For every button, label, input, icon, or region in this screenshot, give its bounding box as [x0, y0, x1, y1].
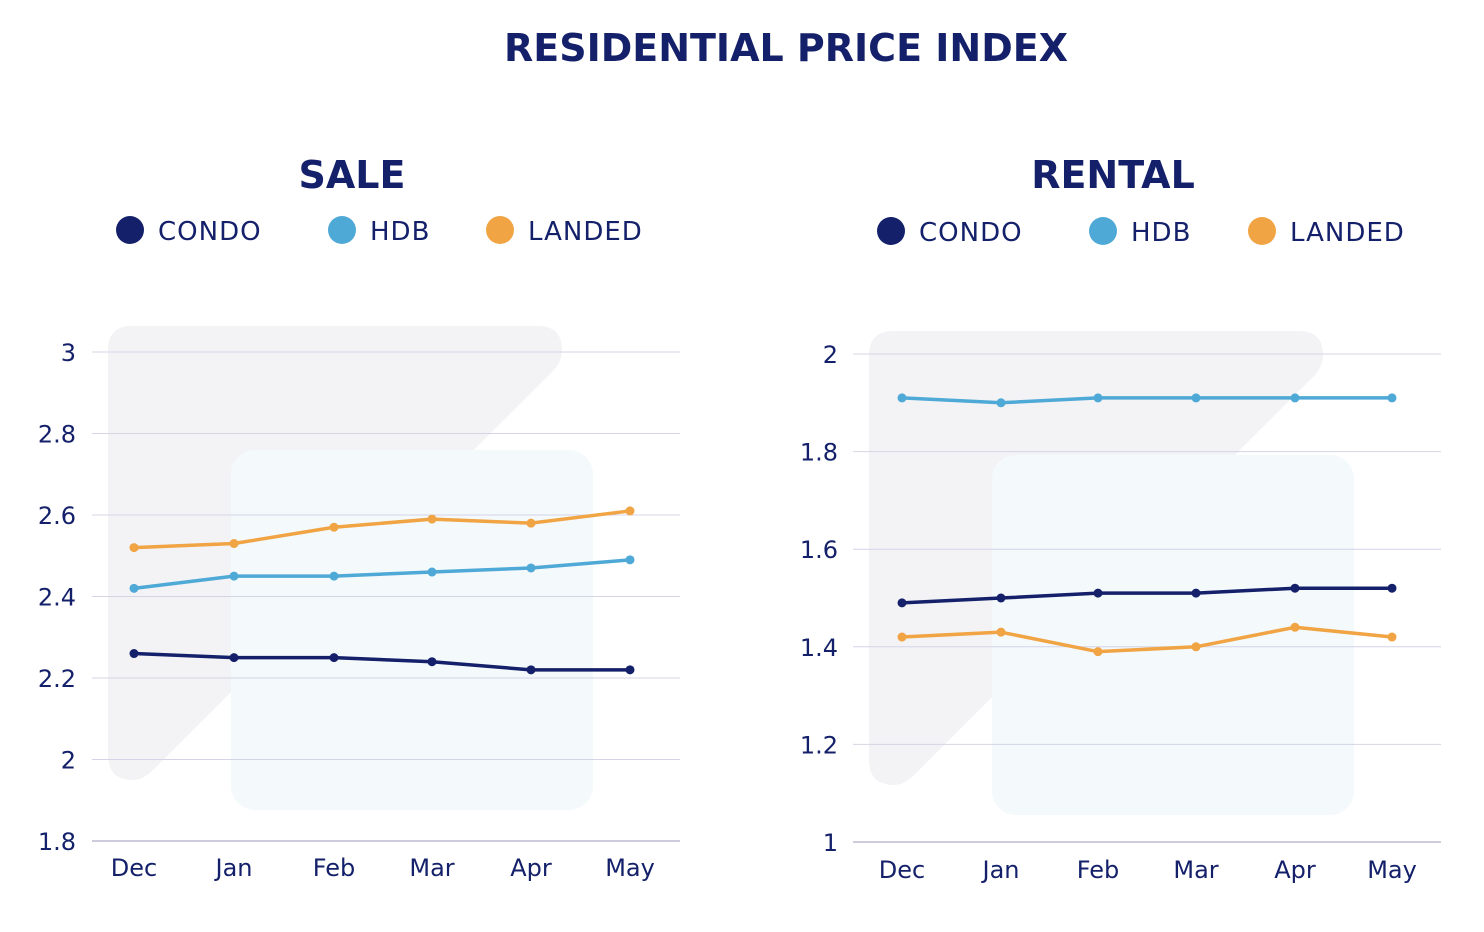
data-point-hdb — [526, 563, 536, 573]
series-line-condo — [901, 586, 1392, 605]
data-point-landed — [1093, 647, 1103, 657]
y-tick-label: 2 — [823, 341, 838, 369]
data-point-condo — [996, 593, 1006, 603]
data-point-landed — [897, 632, 907, 642]
data-point-hdb — [897, 393, 907, 403]
x-tick-label: Feb — [313, 854, 356, 882]
series-line-hdb — [133, 558, 631, 591]
x-tick-label: Apr — [1274, 856, 1316, 884]
y-tick-label: 3 — [61, 339, 76, 367]
data-point-landed — [229, 539, 239, 549]
data-point-condo — [427, 657, 437, 667]
x-tick-label: Jan — [981, 856, 1020, 884]
data-point-hdb — [1290, 393, 1300, 403]
legend-marker-condo — [116, 216, 144, 244]
watermark-panel — [231, 450, 593, 810]
legend-label-landed: LANDED — [528, 217, 643, 247]
data-point-condo — [1093, 588, 1103, 598]
data-point-condo — [129, 649, 139, 659]
data-point-landed — [329, 522, 339, 532]
data-point-hdb — [996, 398, 1006, 408]
x-tick-label: Dec — [879, 856, 925, 884]
data-point-condo — [1387, 583, 1397, 593]
legend-marker-landed — [486, 216, 514, 244]
x-tick-label: Mar — [409, 854, 454, 882]
data-point-condo — [229, 653, 239, 663]
y-tick-label: 1.2 — [800, 731, 838, 759]
data-point-condo — [329, 653, 339, 663]
y-tick-label: 2.2 — [38, 665, 76, 693]
y-tick-label: 2 — [61, 747, 76, 775]
data-point-condo — [1290, 583, 1300, 593]
y-tick-label: 1.6 — [800, 536, 838, 564]
x-tick-label: Feb — [1077, 856, 1120, 884]
data-point-landed — [1290, 622, 1300, 632]
legend-marker-hdb — [1089, 217, 1117, 245]
watermark-panel — [992, 455, 1354, 815]
series-line-hdb — [901, 396, 1392, 405]
legend-label-condo: CONDO — [919, 218, 1023, 248]
legend-marker-landed — [1248, 217, 1276, 245]
data-point-landed — [129, 543, 139, 553]
legend-label-condo: CONDO — [158, 217, 262, 247]
y-tick-label: 2.6 — [38, 502, 76, 530]
data-point-condo — [1191, 588, 1201, 598]
data-point-hdb — [427, 567, 437, 577]
data-point-hdb — [1093, 393, 1103, 403]
rental-chart: RENTAL CONDO HDB LANDED 1 1.2 1.4 1.6 1.8 2 Dec Jan… — [800, 153, 1441, 884]
data-point-hdb — [1191, 393, 1201, 403]
y-tick-label: 1.4 — [800, 634, 838, 662]
data-point-landed — [526, 518, 536, 528]
data-point-hdb — [1387, 393, 1397, 403]
x-tick-label: Apr — [510, 854, 552, 882]
data-point-landed — [1387, 632, 1397, 642]
legend-marker-condo — [877, 217, 905, 245]
chart-title: RENTAL — [1031, 153, 1195, 197]
y-tick-label: 1.8 — [38, 828, 76, 856]
data-point-landed — [427, 514, 437, 524]
x-tick-label: Jan — [214, 854, 253, 882]
data-point-landed — [996, 627, 1006, 637]
x-tick-label: Mar — [1173, 856, 1218, 884]
data-point-hdb — [625, 555, 635, 565]
data-point-hdb — [229, 571, 239, 581]
y-tick-label: 2.4 — [38, 584, 76, 612]
data-point-condo — [526, 665, 536, 675]
series-line-condo — [133, 651, 630, 672]
data-point-landed — [1191, 642, 1201, 652]
series-line-landed — [133, 509, 631, 550]
series-line-landed — [901, 625, 1393, 654]
main-title: RESIDENTIAL PRICE INDEX — [504, 26, 1068, 70]
legend-marker-hdb — [328, 216, 356, 244]
y-tick-label: 1 — [823, 829, 838, 857]
legend-label-landed: LANDED — [1290, 218, 1405, 248]
x-tick-label: Dec — [111, 854, 157, 882]
sale-chart: SALE CONDO HDB LANDED 1.8 2 2.2 2.4 2.6 2.8 3 Dec Ja… — [38, 153, 680, 882]
y-tick-label: 2.8 — [38, 421, 76, 449]
x-tick-label: May — [605, 854, 655, 882]
data-point-landed — [625, 506, 635, 516]
legend-label-hdb: HDB — [370, 217, 430, 247]
data-point-condo — [897, 598, 907, 608]
chart-title: SALE — [299, 153, 406, 197]
y-tick-label: 1.8 — [800, 439, 838, 467]
data-point-hdb — [129, 583, 139, 593]
legend-label-hdb: HDB — [1131, 218, 1191, 248]
data-point-condo — [625, 665, 635, 675]
x-tick-label: May — [1367, 856, 1417, 884]
data-point-hdb — [329, 571, 339, 581]
